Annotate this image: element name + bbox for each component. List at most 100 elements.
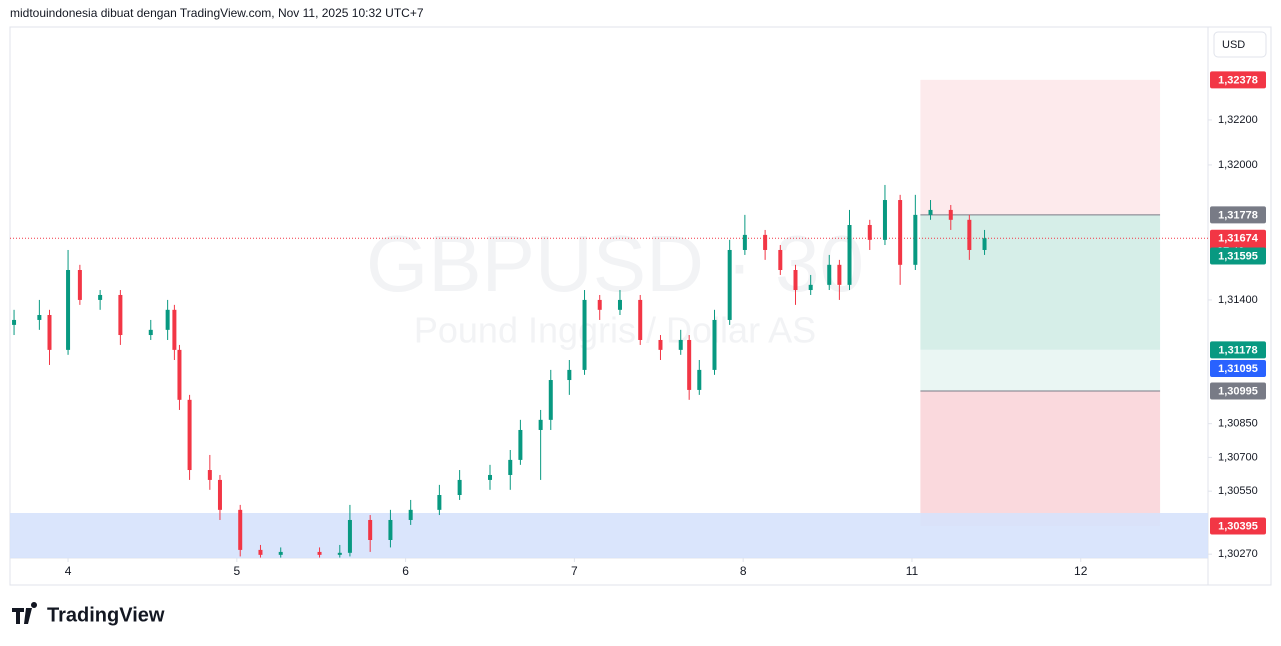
price-tag-label: 1,31178 bbox=[1218, 344, 1257, 356]
candle-body bbox=[548, 380, 553, 420]
y-tick-label: 1,32000 bbox=[1218, 159, 1258, 171]
candle-body bbox=[538, 419, 543, 430]
price-tag-label: 1,31595 bbox=[1218, 250, 1258, 262]
candle-body bbox=[238, 509, 243, 550]
y-tick-label: 1,30700 bbox=[1218, 451, 1258, 463]
candle-body bbox=[177, 349, 182, 400]
x-tick-label: 12 bbox=[1074, 564, 1088, 578]
candle-body bbox=[982, 238, 987, 250]
price-tag bbox=[1210, 517, 1266, 535]
candle-body bbox=[66, 270, 71, 350]
x-tick-label: 5 bbox=[233, 564, 240, 578]
candle-body bbox=[948, 209, 953, 220]
candle-body bbox=[678, 339, 683, 350]
candle-body bbox=[508, 459, 513, 475]
candle-body bbox=[827, 264, 832, 285]
candle-body bbox=[742, 234, 747, 250]
candle-body bbox=[518, 429, 523, 460]
price-tag-label: 1,30395 bbox=[1218, 520, 1258, 532]
candle-body bbox=[258, 549, 263, 555]
candle-body bbox=[388, 519, 393, 540]
candle-body bbox=[837, 264, 842, 285]
logo-icon bbox=[12, 601, 38, 624]
y-tick-label: 1,30850 bbox=[1218, 418, 1258, 430]
candle-body bbox=[12, 319, 17, 325]
zone bbox=[920, 214, 1161, 350]
candle-body bbox=[763, 234, 768, 250]
candle-body bbox=[172, 309, 177, 350]
candle-body bbox=[337, 552, 342, 555]
candle-body bbox=[347, 519, 352, 553]
candle-body bbox=[98, 294, 103, 300]
candle-body bbox=[793, 270, 798, 291]
y-tick-label: 1,31400 bbox=[1218, 294, 1258, 306]
candle-body bbox=[847, 225, 852, 285]
price-tag bbox=[1210, 247, 1266, 265]
candle-body bbox=[457, 479, 462, 495]
candle-body bbox=[118, 294, 123, 336]
candle-body bbox=[898, 200, 903, 265]
attribution: midtouindonesia dibuat dengan TradingVie… bbox=[10, 6, 424, 20]
candle-body bbox=[913, 214, 918, 265]
candle-body bbox=[697, 369, 702, 390]
candle-body bbox=[727, 249, 732, 320]
candle-body bbox=[187, 399, 192, 471]
candle-body bbox=[37, 315, 42, 320]
price-tag-label: 1,30995 bbox=[1218, 385, 1258, 397]
candle-body bbox=[488, 474, 493, 480]
x-tick-label: 6 bbox=[402, 564, 409, 578]
y-tick-label: 1,32200 bbox=[1218, 114, 1258, 126]
zone bbox=[920, 79, 1161, 215]
price-tag-label: 1,31095 bbox=[1218, 363, 1258, 375]
candle-body bbox=[617, 299, 622, 310]
candle-body bbox=[217, 479, 222, 510]
price-tag bbox=[1210, 360, 1266, 378]
candle-body bbox=[808, 284, 813, 291]
logo-text: TradingView bbox=[47, 604, 165, 626]
candle-body bbox=[368, 519, 373, 540]
price-tag-label: 1,31778 bbox=[1218, 209, 1258, 221]
price-tag bbox=[1210, 341, 1266, 359]
candle-body bbox=[77, 270, 82, 300]
price-tag bbox=[1210, 382, 1266, 400]
watermark-symbol: GBPUSD · 30 bbox=[366, 219, 864, 308]
candle-body bbox=[882, 200, 887, 240]
price-tag bbox=[1210, 71, 1266, 89]
candle-body bbox=[658, 339, 663, 350]
y-tick-label: 1,30270 bbox=[1218, 548, 1258, 560]
zone bbox=[920, 349, 1161, 392]
candle-body bbox=[207, 470, 212, 480]
candle-body bbox=[712, 319, 717, 370]
candle-body bbox=[638, 299, 643, 340]
candle-body bbox=[165, 309, 170, 330]
y-tick-label: 1,30550 bbox=[1218, 485, 1258, 497]
zone bbox=[920, 391, 1161, 527]
candle-body bbox=[778, 249, 783, 270]
candle-body bbox=[47, 315, 52, 350]
candle-body bbox=[317, 551, 322, 555]
x-tick-label: 4 bbox=[65, 564, 72, 578]
zone bbox=[10, 513, 1208, 558]
frame bbox=[9, 26, 1272, 586]
candle-body bbox=[148, 329, 153, 336]
candle-body bbox=[278, 551, 283, 555]
candle-body bbox=[597, 299, 602, 310]
price-tag-label: 1,32378 bbox=[1218, 74, 1258, 86]
price-tag bbox=[1210, 206, 1266, 224]
candle-body bbox=[687, 339, 692, 390]
candle-body bbox=[967, 219, 972, 250]
candle-body bbox=[928, 209, 933, 215]
candle-body bbox=[582, 299, 587, 370]
x-tick-label: 11 bbox=[906, 564, 919, 578]
currency-button[interactable] bbox=[1213, 31, 1267, 58]
price-tag-label: 1,31674 bbox=[1218, 233, 1259, 245]
candle-body bbox=[567, 369, 572, 381]
watermark-description: Pound Inggris / Dollar AS bbox=[414, 310, 816, 351]
candle-body bbox=[867, 225, 872, 240]
candle-body bbox=[437, 495, 442, 510]
candle-body bbox=[408, 509, 413, 520]
currency-label[interactable]: USD bbox=[1222, 39, 1245, 51]
x-tick-label: 7 bbox=[571, 564, 578, 578]
x-tick-label: 8 bbox=[740, 564, 747, 578]
